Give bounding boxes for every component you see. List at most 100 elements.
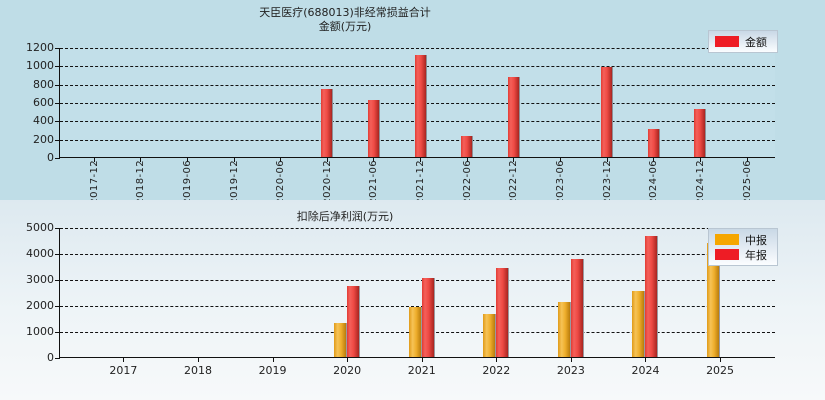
bar-amount[interactable] [601,66,614,157]
x-axis-tick-label: 2023-12 [601,160,613,205]
top-chart-subtitle: 金额(万元) [318,20,372,33]
legend-label: 金额 [745,35,767,49]
y-axis-tick-mark [55,358,60,359]
x-axis-tick-mark [140,157,142,162]
bar-amount[interactable] [461,136,474,157]
bar-amount[interactable] [414,54,427,157]
y-axis-tick-mark [55,48,60,49]
bar-annual-report[interactable] [570,259,584,357]
legend-label: 年报 [745,248,767,262]
y-axis-tick-label: 1000 [26,59,54,73]
x-axis-tick-label: 2022 [482,364,511,377]
y-axis-tick-label: 2000 [26,299,54,312]
x-axis-tick-mark [645,357,647,362]
gridline [60,280,775,281]
x-axis-tick-mark [373,157,375,162]
bar-amount[interactable] [694,108,707,157]
x-axis-tick-label: 2019 [258,364,287,377]
x-axis-tick-mark [233,157,235,162]
x-axis-tick-label: 2022-06 [461,160,473,205]
x-axis-tick-label: 2020-12 [321,160,333,205]
x-axis-tick-mark [570,357,572,362]
bar-interim-report[interactable] [483,313,497,357]
x-axis-tick-label: 2019-12 [228,160,240,205]
bar-annual-report[interactable] [645,236,659,357]
gridline [60,228,775,229]
y-axis-tick-mark [55,139,60,141]
bar-interim-report[interactable] [334,323,348,357]
y-axis-tick-label: 200 [33,132,54,146]
bar-interim-report[interactable] [557,301,571,357]
y-axis-tick-mark [55,332,60,333]
y-axis-tick-label: 800 [33,77,54,91]
x-axis-tick-label: 2017 [109,364,138,377]
x-axis-tick-label: 2018-12 [135,160,147,205]
bar-amount[interactable] [647,129,660,157]
bottom-legend-item-1[interactable]: 年报 [715,247,767,262]
y-axis-tick-mark [55,254,60,255]
x-axis-tick-mark [496,357,498,362]
y-axis-tick-label: 600 [33,96,54,109]
y-axis-tick-mark [55,306,60,307]
y-axis-tick-mark [55,84,60,86]
bar-annual-report[interactable] [496,267,510,357]
bottom-chart-panel: 扣除后净利润(万元) 0 1000 2000 3000 4000 5000 2017 2018… [0,200,825,400]
y-axis-tick-label: 1000 [26,325,54,338]
x-axis-tick-mark [197,357,199,362]
y-axis-tick-mark [55,280,60,281]
legend-label: 中报 [745,233,767,247]
bar-annual-report[interactable] [347,285,361,357]
x-axis-tick-label: 2023 [556,364,585,377]
x-axis-tick-mark [420,157,422,162]
top-chart-plot-area: 0 200 400 600 800 1000 1200 2017-12 2018-12 2019-… [26,41,775,205]
y-axis-tick-label: 0 [47,351,54,364]
bottom-chart-plot-area: 0 1000 2000 3000 4000 5000 2017 2018 2019 2020 202… [26,221,775,377]
x-axis-tick-mark [347,357,349,362]
legend-swatch-icon [715,249,739,260]
x-axis-tick-label: 2018 [183,364,212,377]
y-axis-tick-label: 1200 [26,41,54,54]
legend-swatch-icon [715,234,739,245]
x-axis-tick-label: 2020-06 [275,160,287,205]
y-axis-tick-mark [55,228,60,229]
top-chart-title: 天臣医疗(688013)非经常损益合计 [259,6,431,19]
x-axis-tick-mark [560,157,562,162]
top-chart-panel: 天臣医疗(688013)非经常损益合计 金额(万元) 0 200 400 600 800… [0,0,825,205]
bar-interim-report[interactable] [408,307,422,357]
bar-interim-report[interactable] [707,242,721,357]
x-axis-tick-mark [466,157,468,162]
x-axis-tick-mark [513,157,515,162]
x-axis-tick-label: 2021 [407,364,436,377]
y-axis-tick-label: 3000 [26,273,54,286]
x-axis-tick-label: 2024-12 [694,160,706,205]
x-axis-tick-label: 2023-06 [555,160,567,205]
x-axis-tick-mark [272,357,274,362]
top-chart-legend[interactable]: 金额 [708,30,778,53]
x-axis-tick-label: 2019-06 [181,160,193,205]
x-axis-tick-mark [606,157,608,162]
legend-swatch-icon [715,36,739,47]
bar-interim-report[interactable] [632,291,646,357]
x-axis-tick-label: 2021-06 [368,160,380,205]
x-axis-tick-mark [653,157,655,162]
x-axis-tick-mark [326,157,328,162]
bar-amount[interactable] [367,99,380,157]
x-axis-tick-label: 2021-12 [415,160,427,205]
bar-amount[interactable] [321,89,334,157]
x-axis-tick-label: 2022-12 [508,160,520,205]
y-axis-tick-mark [55,66,60,68]
x-axis-tick-label: 2025 [706,364,735,377]
y-axis-tick-label: 4000 [26,247,54,260]
y-axis-tick-mark [55,121,60,123]
y-axis-tick-label: 5000 [26,221,54,234]
bottom-chart-legend[interactable]: 中报 年报 [708,228,778,266]
x-axis-tick-label: 2020 [333,364,362,377]
bottom-legend-item-0[interactable]: 中报 [715,232,767,247]
bar-annual-report[interactable] [421,278,435,357]
bar-amount[interactable] [507,77,520,157]
bottom-chart-title: 扣除后净利润(万元) [296,210,394,223]
x-axis-tick-label: 2025-06 [741,160,753,205]
gridline [60,48,775,49]
top-legend-item-0[interactable]: 金额 [715,34,767,49]
x-axis-tick-mark [720,357,722,362]
